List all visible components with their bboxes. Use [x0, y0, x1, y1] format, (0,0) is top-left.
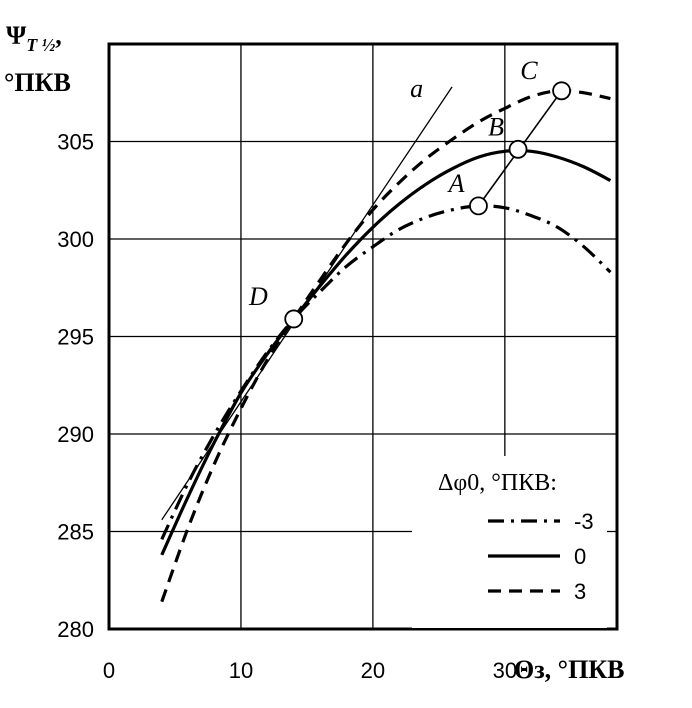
y-axis-subscript: T ½ — [26, 35, 55, 55]
y-tick-label: 300 — [57, 227, 94, 252]
legend-label--3: -3 — [574, 509, 594, 534]
tangent-line — [161, 86, 453, 521]
point-B — [508, 139, 528, 159]
point-D — [284, 309, 304, 329]
y-axis-unit: °ПКВ — [4, 68, 71, 97]
y-axis-symbol: Ψ — [6, 21, 27, 50]
x-tick-label: 0 — [103, 658, 115, 683]
marked-points: ABC D — [248, 56, 571, 329]
x-tick-labels: 0 10 20 30 — [103, 658, 517, 683]
y-tick-labels: 280 285 290 295 300 305 — [57, 130, 94, 643]
point-C — [552, 81, 571, 101]
legend-label-0: 0 — [574, 544, 586, 569]
series-line-3 — [160, 89, 611, 603]
legend-box — [412, 456, 607, 628]
legend-label-3: 3 — [574, 579, 586, 604]
point-A — [469, 196, 488, 216]
plot-frame — [107, 42, 619, 631]
x-tick-label: 10 — [229, 658, 253, 683]
x-axis-title: Θз, °ПКВ — [514, 655, 625, 684]
x-tick-label: 30 — [493, 658, 517, 683]
series-line--3 — [160, 204, 612, 540]
y-tick-label: 290 — [57, 422, 94, 447]
series-line-0 — [160, 148, 612, 556]
y-tick-label: 305 — [57, 130, 94, 155]
series-lines — [160, 89, 612, 603]
y-tick-label: 280 — [57, 617, 94, 642]
tangent-line-label: a — [410, 74, 423, 103]
point-label-B: B — [488, 112, 504, 141]
point-label-C: C — [520, 56, 538, 85]
legend-items: -3 0 3 — [488, 509, 594, 604]
legend-title: Δφ0, °ПКВ: — [438, 470, 557, 496]
legend: Δφ0, °ПКВ: -3 0 3 — [412, 456, 607, 628]
x-tick-label: 20 — [361, 658, 385, 683]
grid — [109, 44, 617, 629]
point-label-A: A — [447, 169, 465, 198]
y-axis-title: ΨT ½, — [6, 21, 62, 55]
point-label-D: D — [248, 282, 268, 311]
y-tick-label: 295 — [57, 325, 94, 350]
tangent-line-group: a — [161, 74, 453, 521]
y-tick-label: 285 — [57, 520, 94, 545]
